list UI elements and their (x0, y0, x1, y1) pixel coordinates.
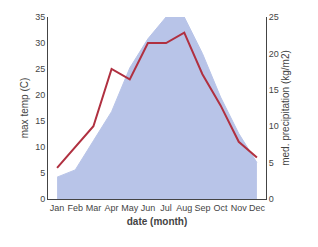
svg-text:25: 25 (35, 64, 45, 74)
svg-text:Aug: Aug (176, 203, 192, 213)
svg-text:May: May (121, 203, 139, 213)
svg-text:Feb: Feb (67, 203, 83, 213)
svg-text:20: 20 (269, 49, 279, 59)
svg-text:Mar: Mar (86, 203, 102, 213)
svg-text:5: 5 (269, 158, 274, 168)
svg-text:Apr: Apr (105, 203, 119, 213)
svg-text:15: 15 (269, 85, 279, 95)
svg-text:5: 5 (40, 168, 45, 178)
svg-text:10: 10 (35, 142, 45, 152)
svg-text:Dec: Dec (249, 203, 266, 213)
svg-text:max temp (C): max temp (C) (19, 78, 30, 139)
svg-text:0: 0 (40, 194, 45, 204)
svg-text:Jun: Jun (141, 203, 156, 213)
svg-text:Jan: Jan (50, 203, 65, 213)
svg-text:Jul: Jul (160, 203, 172, 213)
svg-text:Oct: Oct (214, 203, 229, 213)
svg-text:Nov: Nov (231, 203, 248, 213)
svg-text:25: 25 (269, 12, 279, 22)
svg-text:35: 35 (35, 12, 45, 22)
svg-text:20: 20 (35, 90, 45, 100)
svg-text:med. precipitation (kg/m2): med. precipitation (kg/m2) (280, 50, 291, 166)
svg-text:10: 10 (269, 121, 279, 131)
svg-text:0: 0 (269, 194, 274, 204)
svg-text:15: 15 (35, 116, 45, 126)
svg-text:date (month): date (month) (127, 216, 188, 227)
svg-text:Sep: Sep (194, 203, 210, 213)
svg-text:30: 30 (35, 38, 45, 48)
